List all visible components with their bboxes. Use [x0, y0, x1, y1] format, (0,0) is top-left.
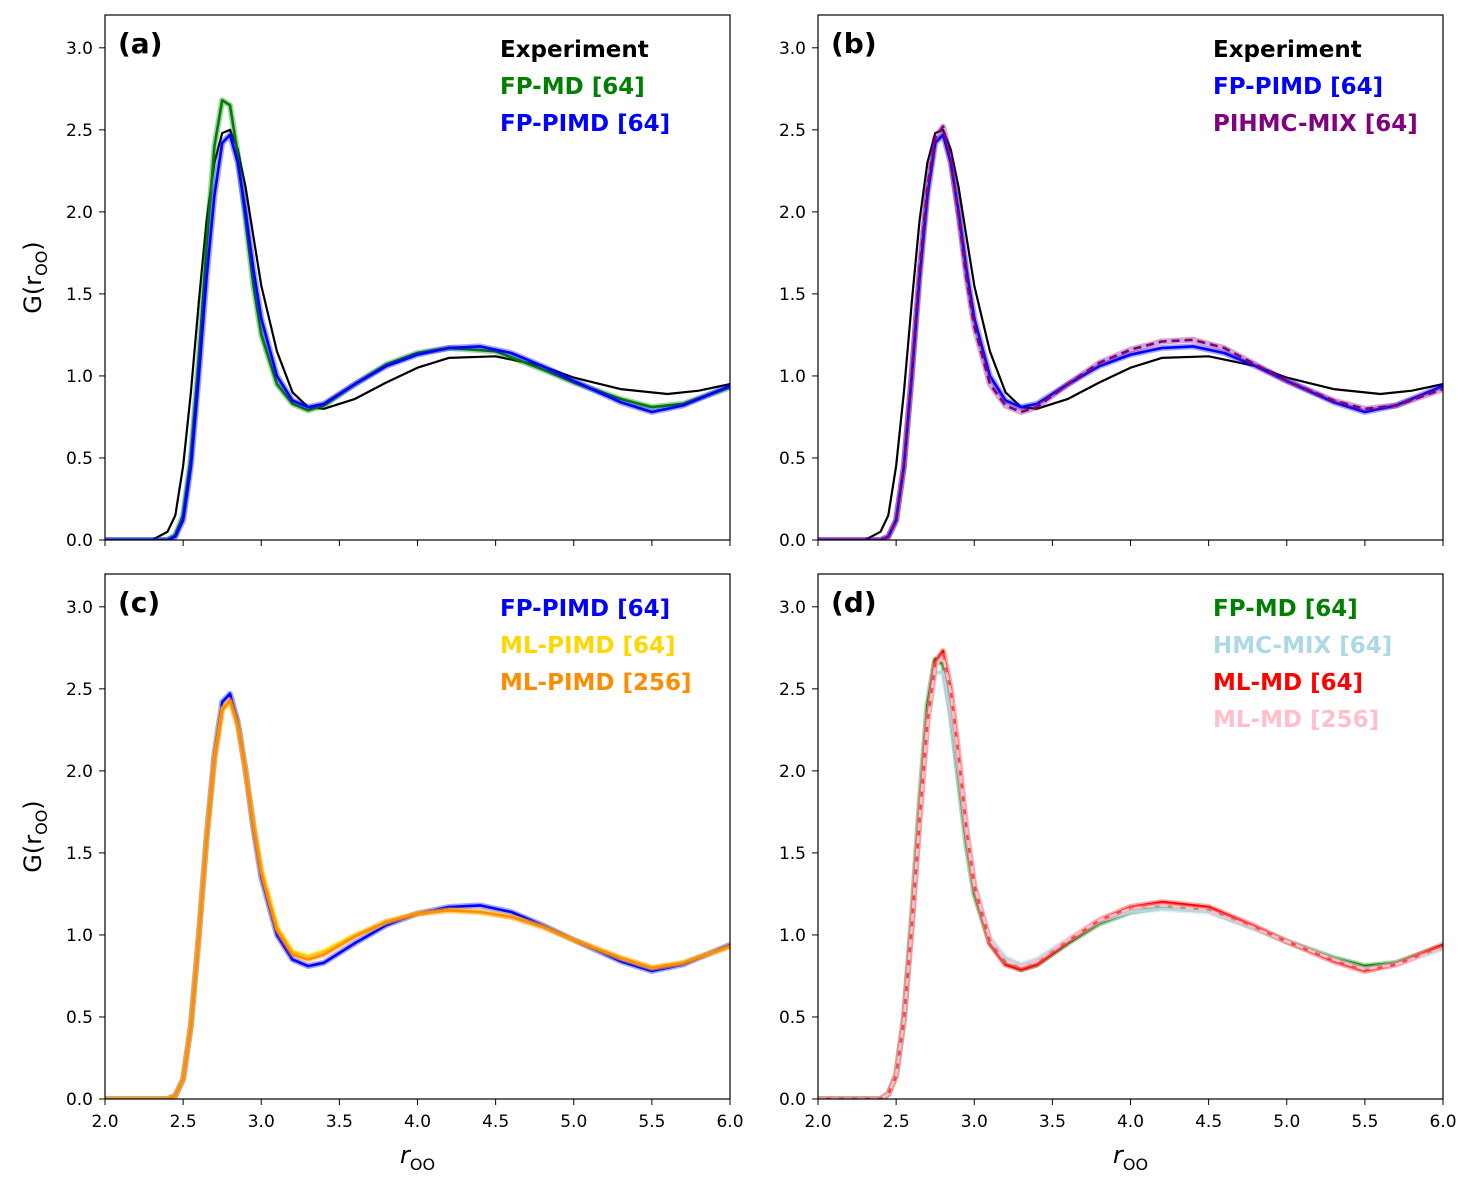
- x-tick-label: 3.5: [1039, 1112, 1066, 1132]
- x-tick-label: 6.0: [1429, 1112, 1456, 1132]
- y-tick-label: 2.5: [779, 680, 806, 700]
- y-tick-label: 0.5: [779, 449, 806, 469]
- x-tick-label: 5.0: [560, 1112, 587, 1132]
- legend-entry: PIHMC-MIX [64]: [1213, 111, 1418, 137]
- series-line-ml-pimd-256-: [105, 698, 730, 1099]
- y-tick-label: 0.5: [779, 1008, 806, 1028]
- panel-a: 0.0 0.5 1.0 1.5 2.0 2.5 3.0 (a) Experiment FP-MD …: [19, 14, 731, 551]
- x-tick-label: 5.5: [638, 1112, 665, 1132]
- legend-entry: ML-MD [256]: [1213, 707, 1379, 733]
- series-band-fp-md-64-: [105, 97, 730, 540]
- y-tick-label: 0.0: [66, 1090, 93, 1110]
- legend-entry: ML-PIMD [64]: [500, 633, 676, 659]
- x-tick-label: 3.0: [248, 1112, 275, 1132]
- legend-entry: Experiment: [1213, 37, 1362, 63]
- series-group: [105, 97, 730, 540]
- y-tick-label: 1.0: [779, 367, 806, 387]
- y-tick-label: 3.0: [66, 598, 93, 618]
- x-tick-label: 5.0: [1273, 1112, 1300, 1132]
- y-tick-label: 1.0: [66, 926, 93, 946]
- x-axis-label: rOO: [400, 1141, 435, 1174]
- y-tick-label: 1.5: [66, 844, 93, 864]
- panel-label: (c): [118, 586, 160, 619]
- panel-label: (a): [118, 27, 163, 60]
- series-line-fp-pimd-64-: [105, 692, 730, 1099]
- series-group: [818, 123, 1443, 540]
- series-band-hmc-mix-64-: [818, 669, 1443, 1099]
- y-tick-label: 0.5: [66, 1008, 93, 1028]
- panel-d: 0.0 0.5 1.0 1.5 2.0 2.5 3.0 2.0 2.5 3.0 3.5 4.0 4.5 5…: [779, 573, 1457, 1174]
- series-group: [818, 648, 1443, 1099]
- y-tick-label: 3.0: [66, 39, 93, 59]
- y-tick-label: 0.0: [779, 1090, 806, 1110]
- x-tick-label: 2.0: [91, 1112, 118, 1132]
- y-tick-label: 1.0: [779, 926, 806, 946]
- y-tick-label: 1.5: [66, 285, 93, 305]
- series-line-fp-pimd-64-: [105, 133, 730, 540]
- series-group: [105, 690, 730, 1099]
- y-tick-label: 0.0: [66, 531, 93, 551]
- legend-entry: FP-MD [64]: [1213, 596, 1358, 622]
- series-band-ml-pimd-64-: [105, 699, 730, 1099]
- series-band-pihmc-mix-64-: [818, 123, 1443, 540]
- y-tick-label: 1.5: [779, 285, 806, 305]
- x-tick-label: 2.5: [883, 1112, 910, 1132]
- x-tick-label: 2.0: [804, 1112, 831, 1132]
- series-line-ml-md-256-: [818, 654, 1443, 1099]
- panel-label: (d): [831, 586, 877, 619]
- legend-entry: ML-MD [64]: [1213, 670, 1363, 696]
- x-tick-label: 6.0: [716, 1112, 743, 1132]
- y-tick-label: 2.0: [779, 203, 806, 223]
- x-axis-label: rOO: [1113, 1141, 1148, 1174]
- legend-entry: FP-PIMD [64]: [1213, 74, 1383, 100]
- y-axis-label: G(rOO): [19, 800, 51, 872]
- y-tick-label: 1.5: [779, 844, 806, 864]
- legend-entry: ML-PIMD [256]: [500, 670, 692, 696]
- x-tick-label: 4.0: [1117, 1112, 1144, 1132]
- x-tick-label: 3.0: [961, 1112, 988, 1132]
- legend-entry: Experiment: [500, 37, 649, 63]
- legend-entry: FP-MD [64]: [500, 74, 645, 100]
- x-tick-label: 5.5: [1351, 1112, 1378, 1132]
- panel-b: 0.0 0.5 1.0 1.5 2.0 2.5 3.0 (b) Experiment FP-PIM…: [779, 14, 1444, 551]
- panel-label: (b): [831, 27, 877, 60]
- series-band-fp-pimd-64-: [105, 690, 730, 1099]
- y-tick-label: 3.0: [779, 598, 806, 618]
- legend-entry: FP-PIMD [64]: [500, 111, 670, 137]
- y-tick-label: 2.5: [66, 121, 93, 141]
- y-tick-label: 2.0: [66, 762, 93, 782]
- x-tick-label: 4.5: [1195, 1112, 1222, 1132]
- y-tick-label: 0.5: [66, 449, 93, 469]
- y-tick-label: 2.0: [779, 762, 806, 782]
- y-tick-label: 2.0: [66, 203, 93, 223]
- legend-entry: HMC-MIX [64]: [1213, 633, 1392, 659]
- y-tick-label: 0.0: [779, 531, 806, 551]
- panel-c: 0.0 0.5 1.0 1.5 2.0 2.5 3.0 2.0 2.5 3.0 3.5 4.0 4.5 5…: [19, 573, 744, 1174]
- y-tick-label: 2.5: [779, 121, 806, 141]
- legend-entry: FP-PIMD [64]: [500, 596, 670, 622]
- y-tick-label: 1.0: [66, 367, 93, 387]
- x-tick-label: 3.5: [326, 1112, 353, 1132]
- y-tick-label: 3.0: [779, 39, 806, 59]
- y-axis-label: G(rOO): [19, 241, 51, 313]
- series-line-pihmc-mix-64-: [818, 125, 1443, 540]
- x-tick-label: 4.5: [482, 1112, 509, 1132]
- x-tick-label: 4.0: [404, 1112, 431, 1132]
- y-tick-label: 2.5: [66, 680, 93, 700]
- x-tick-label: 2.5: [170, 1112, 197, 1132]
